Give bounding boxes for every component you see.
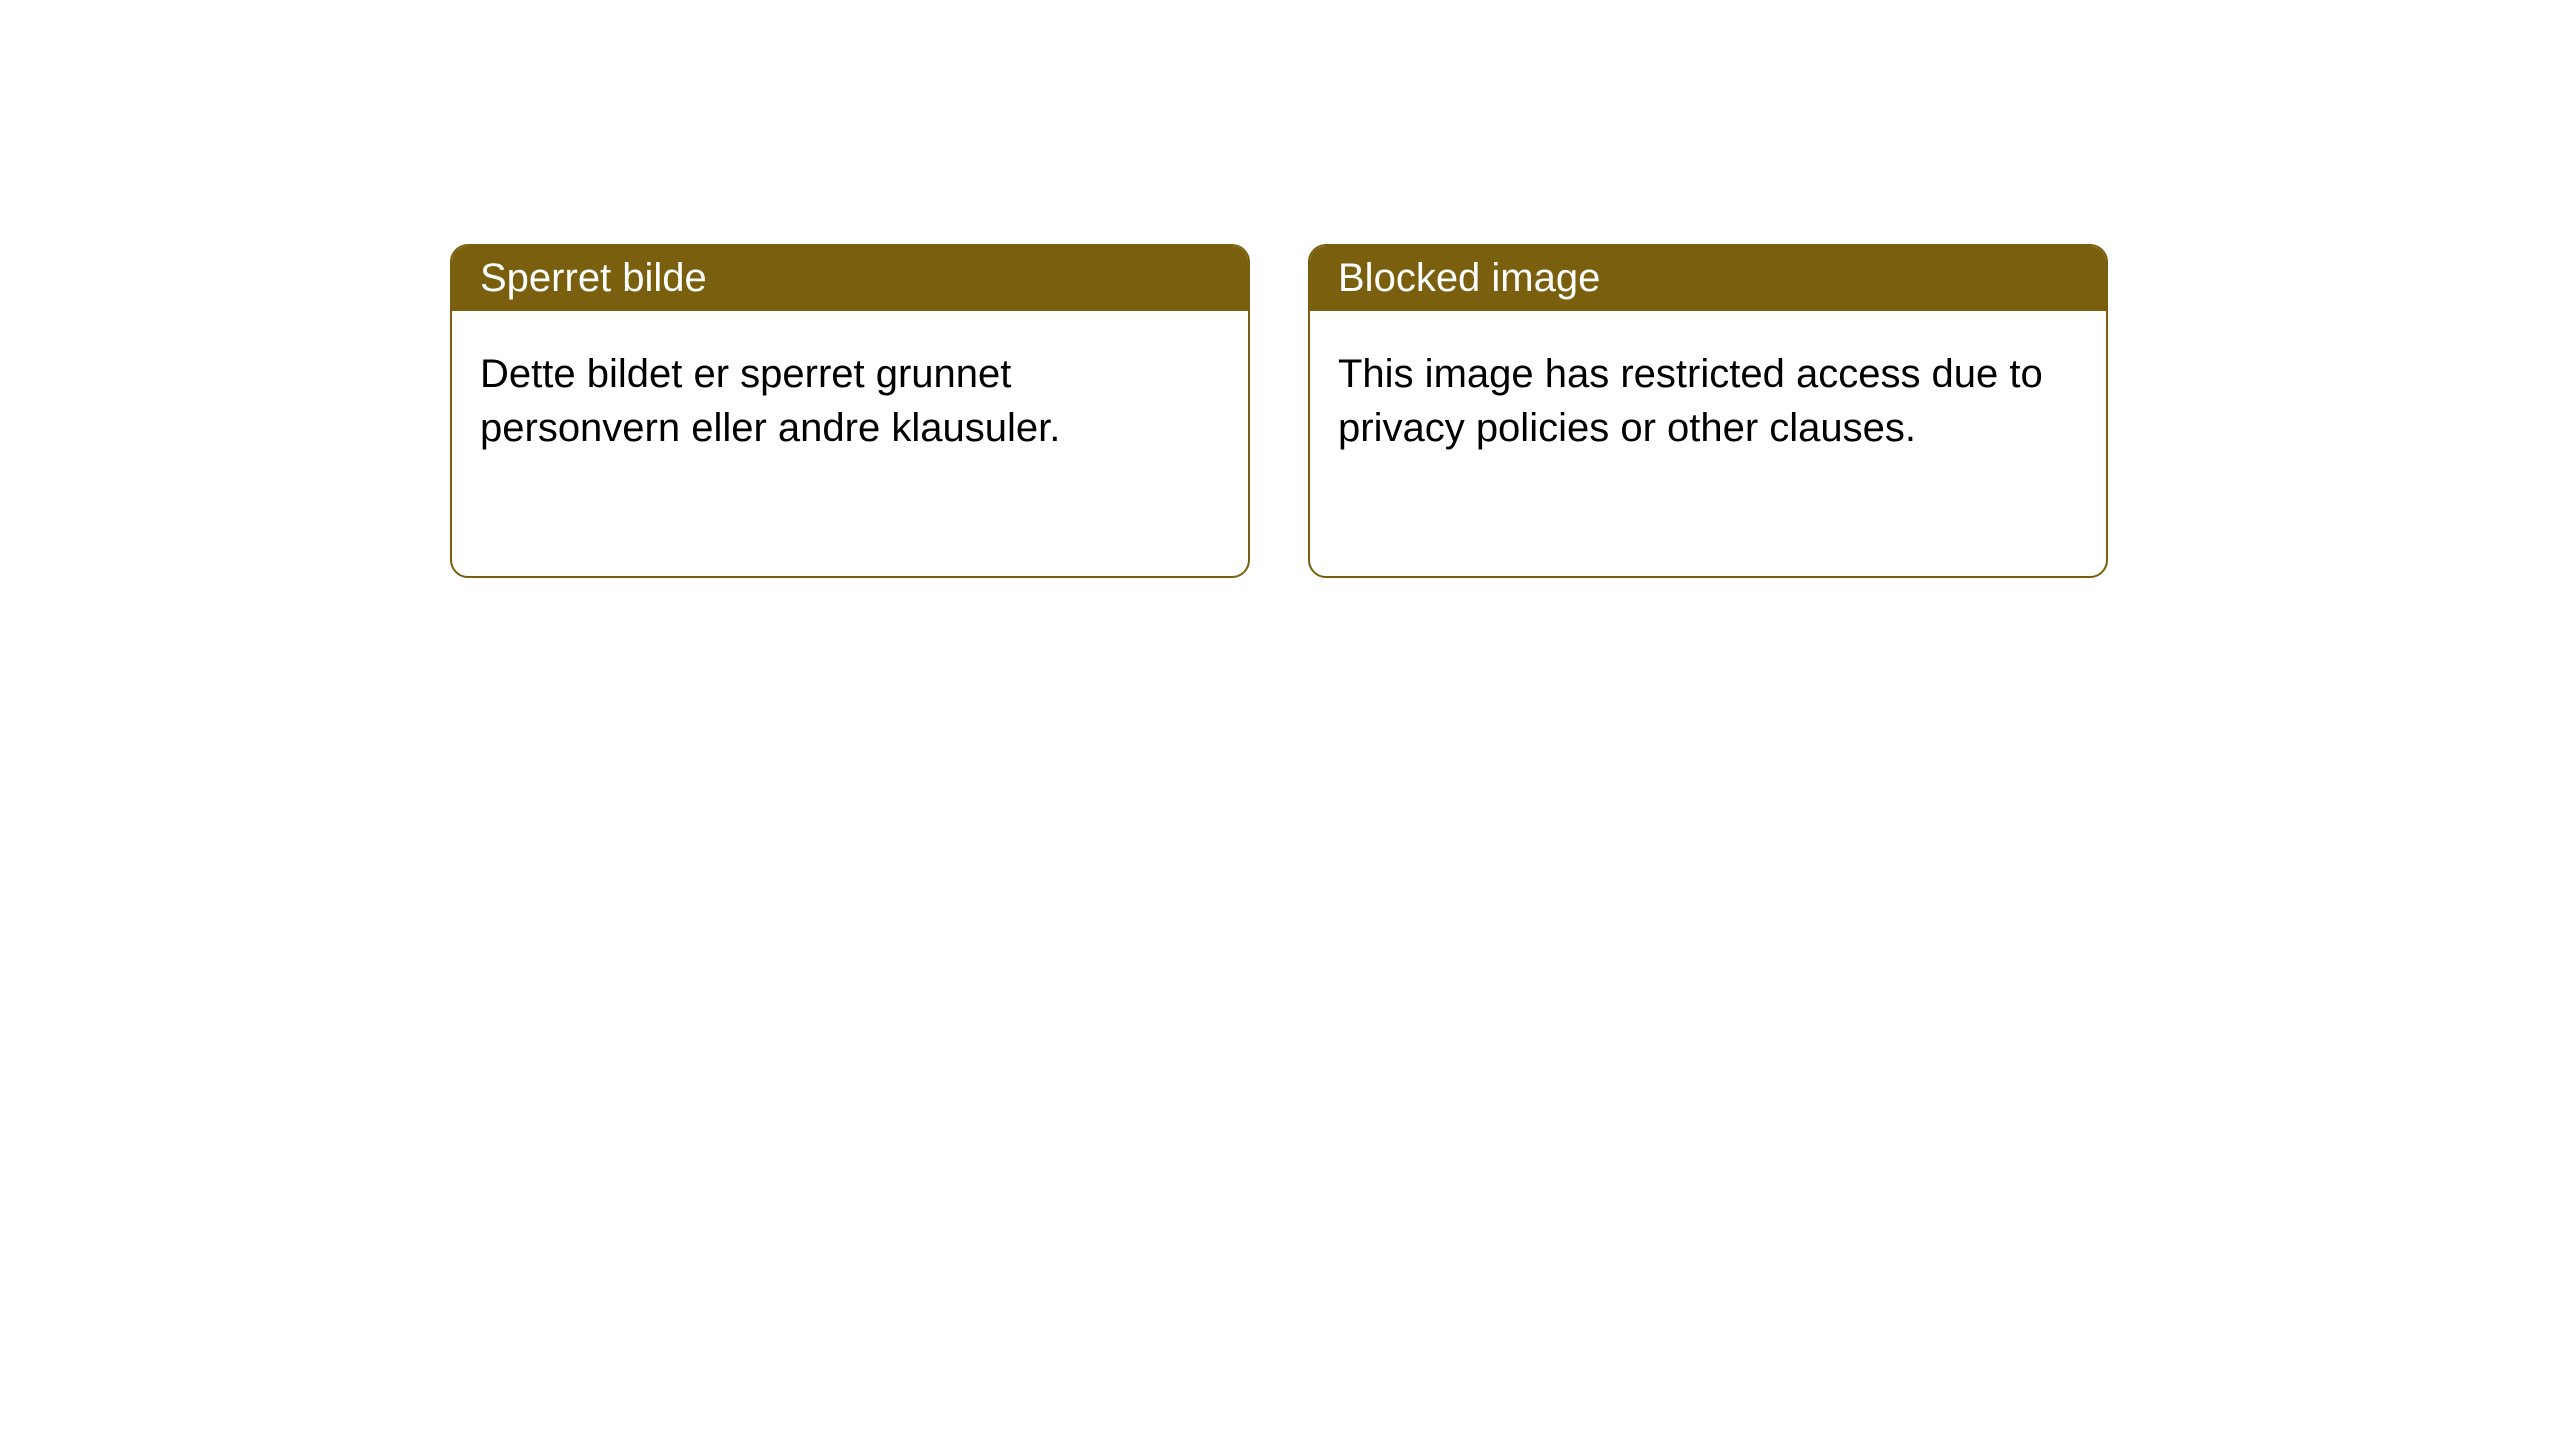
notice-card-english: Blocked image This image has restricted … <box>1308 244 2108 578</box>
notice-card-norwegian: Sperret bilde Dette bildet er sperret gr… <box>450 244 1250 578</box>
notice-message: Dette bildet er sperret grunnet personve… <box>480 352 1060 450</box>
notice-body: Dette bildet er sperret grunnet personve… <box>452 311 1248 491</box>
notice-message: This image has restricted access due to … <box>1338 352 2043 450</box>
notice-title: Sperret bilde <box>480 256 707 300</box>
notice-header: Blocked image <box>1310 246 2106 311</box>
notice-body: This image has restricted access due to … <box>1310 311 2106 491</box>
notice-header: Sperret bilde <box>452 246 1248 311</box>
notice-title: Blocked image <box>1338 256 1600 300</box>
notice-container: Sperret bilde Dette bildet er sperret gr… <box>0 0 2560 578</box>
